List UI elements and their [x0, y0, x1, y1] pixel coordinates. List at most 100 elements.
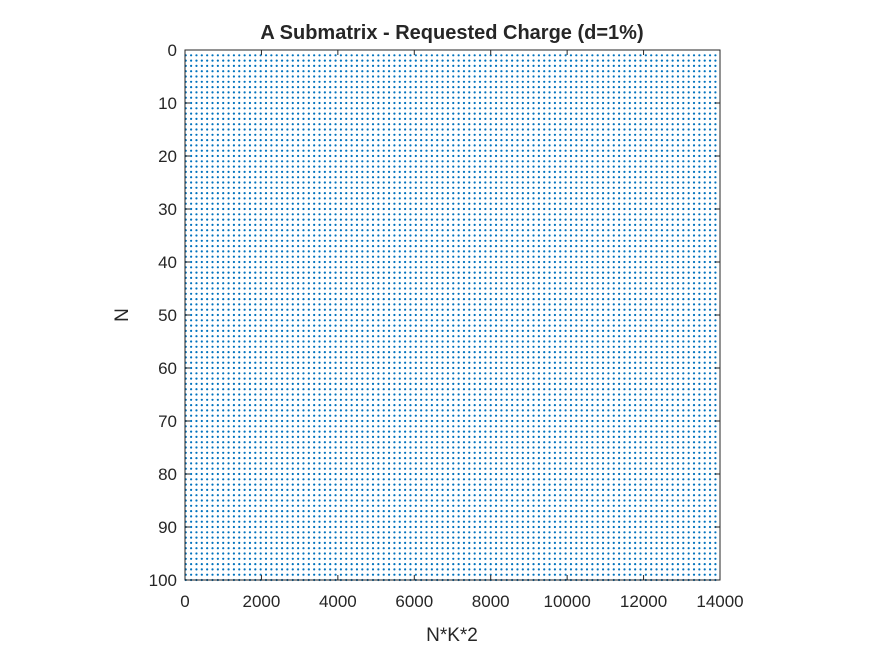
data-point — [270, 186, 273, 189]
data-point — [537, 282, 540, 285]
data-point — [222, 139, 225, 142]
data-point — [270, 117, 273, 120]
data-point — [420, 239, 423, 242]
data-point — [601, 176, 605, 179]
data-point — [478, 250, 482, 253]
data-point — [270, 64, 273, 67]
data-point — [361, 260, 364, 264]
data-point — [190, 276, 193, 279]
data-point — [248, 255, 252, 258]
data-point — [280, 266, 284, 269]
data-point — [377, 202, 380, 205]
data-point — [323, 202, 326, 205]
data-point — [650, 91, 653, 94]
data-point — [334, 107, 337, 110]
data-point — [644, 223, 647, 226]
data-point — [564, 192, 567, 195]
data-point — [206, 308, 209, 311]
data-point — [446, 313, 450, 317]
data-point — [591, 117, 594, 120]
data-point — [682, 59, 685, 62]
data-point — [436, 160, 439, 163]
data-point — [414, 54, 417, 57]
data-point — [291, 197, 294, 200]
data-point — [660, 202, 664, 205]
data-point — [414, 165, 417, 168]
data-point — [307, 271, 310, 274]
data-point — [639, 292, 642, 295]
data-point — [601, 260, 605, 264]
data-point — [548, 197, 551, 200]
data-point — [446, 234, 450, 237]
data-point — [339, 239, 343, 242]
data-point — [698, 123, 701, 126]
data-point — [334, 64, 337, 67]
data-point — [441, 292, 444, 295]
data-point — [206, 59, 209, 62]
data-point — [708, 64, 712, 67]
data-point — [489, 245, 492, 248]
data-point — [628, 239, 631, 242]
data-point — [484, 86, 487, 89]
data-point — [484, 176, 487, 179]
data-point — [548, 271, 551, 274]
data-point — [623, 86, 626, 89]
data-point — [200, 128, 203, 131]
data-point — [404, 154, 407, 158]
data-point — [618, 245, 621, 248]
data-point — [227, 260, 230, 264]
data-point — [339, 245, 343, 248]
data-point — [355, 86, 359, 89]
data-point — [436, 64, 439, 67]
data-point — [307, 197, 310, 200]
data-point — [543, 255, 546, 258]
data-point — [211, 75, 214, 78]
data-point — [607, 70, 610, 73]
data-point — [211, 165, 214, 168]
data-point — [398, 192, 401, 195]
data-point — [355, 64, 359, 67]
data-point — [275, 64, 278, 67]
data-point — [387, 287, 391, 290]
data-point — [505, 245, 508, 248]
data-point — [297, 59, 300, 62]
data-point — [489, 160, 492, 163]
data-point — [436, 117, 439, 120]
data-point — [334, 207, 337, 211]
data-point — [329, 260, 332, 264]
data-point — [543, 271, 546, 274]
data-point — [457, 202, 460, 205]
data-point — [195, 313, 198, 317]
data-point — [339, 128, 343, 131]
data-point — [682, 154, 685, 158]
data-point — [623, 202, 626, 205]
data-point — [708, 165, 712, 168]
data-point — [468, 260, 471, 264]
data-point — [650, 192, 653, 195]
data-point — [692, 112, 696, 115]
data-point — [318, 181, 321, 184]
data-point — [462, 149, 466, 152]
data-point — [650, 255, 653, 258]
data-point — [361, 271, 364, 274]
data-point — [280, 54, 284, 57]
data-point — [270, 107, 273, 110]
data-point — [404, 202, 407, 205]
data-point — [548, 181, 551, 184]
data-point — [329, 112, 332, 115]
data-point — [671, 101, 674, 105]
data-point — [666, 86, 669, 89]
data-point — [206, 202, 209, 205]
data-point — [596, 260, 599, 264]
data-point — [473, 192, 476, 195]
data-point — [548, 96, 551, 99]
data-point — [489, 64, 492, 67]
data-point — [211, 160, 214, 163]
data-point — [516, 260, 519, 264]
data-point — [190, 128, 193, 131]
data-point — [580, 245, 583, 248]
data-point — [334, 70, 337, 73]
data-point — [676, 59, 680, 62]
data-point — [511, 308, 514, 311]
data-point — [227, 213, 230, 216]
